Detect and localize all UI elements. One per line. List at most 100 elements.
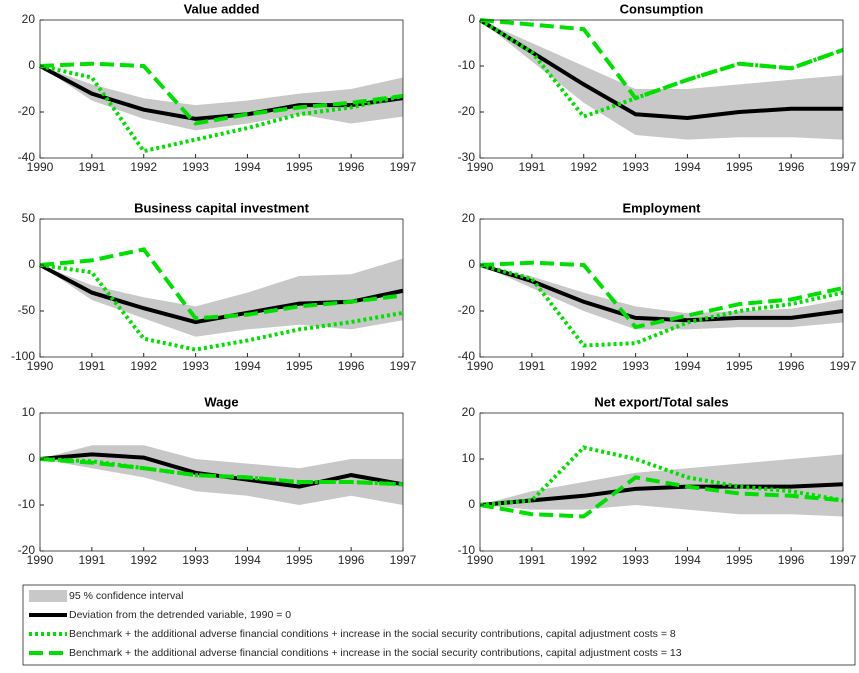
x-tick-label: 1990: [467, 553, 494, 567]
x-tick-label: 1991: [79, 359, 106, 373]
axes-box: [479, 218, 844, 358]
axes-box: [479, 19, 844, 159]
y-tick-label: -30: [458, 150, 476, 164]
y-tick-label: -20: [18, 104, 36, 118]
series-line: [479, 445, 844, 507]
x-tick-label: 1991: [519, 359, 546, 373]
series-line: [39, 457, 404, 487]
x-tick-label: 1993: [182, 160, 209, 174]
series-line: [479, 263, 844, 348]
y-tick-label: -10: [458, 58, 476, 72]
x-tick-label: 1991: [79, 553, 106, 567]
x-tick-label: 1995: [726, 359, 753, 373]
confidence-band: [40, 258, 403, 337]
x-tick-label: 1990: [27, 553, 54, 567]
x-tick-label: 1993: [182, 359, 209, 373]
y-tick-label: -20: [458, 104, 476, 118]
confidence-band: [480, 265, 843, 330]
x-tick-label: 1994: [234, 160, 261, 174]
x-tick-label: 1997: [830, 553, 857, 567]
axes-box: [479, 412, 844, 552]
legend-box: [22, 584, 856, 666]
y-tick-label: -50: [18, 303, 36, 317]
y-tick-label: 10: [462, 451, 476, 465]
y-tick-label: 0: [468, 12, 475, 26]
axes-box: [39, 412, 404, 552]
legend-label: Deviation from the detrended variable, 1…: [69, 609, 291, 621]
y-tick-label: 0: [28, 58, 35, 72]
legend-label: Benchmark + the additional adverse finan…: [69, 647, 682, 659]
series-line: [479, 18, 844, 101]
series-line: [479, 475, 844, 519]
series-line: [39, 61, 404, 126]
y-tick-label: -20: [458, 303, 476, 317]
x-tick-label: 1995: [726, 160, 753, 174]
y-tick-label: 0: [468, 257, 475, 271]
x-tick-label: 1997: [390, 359, 417, 373]
x-tick-label: 1990: [27, 359, 54, 373]
series-line: [478, 18, 844, 119]
y-tick-label: 50: [22, 211, 36, 225]
y-tick-label: 10: [22, 405, 36, 419]
x-tick-label: 1992: [130, 553, 157, 567]
x-tick-label: 1997: [390, 553, 417, 567]
series-line: [478, 18, 843, 120]
confidence-band: [40, 66, 403, 131]
series-line: [479, 482, 844, 507]
subplot-title: Wage: [204, 394, 238, 409]
subplot-title: Value added: [184, 1, 260, 16]
x-tick-label: 1992: [570, 160, 597, 174]
y-tick-label: -40: [18, 150, 36, 164]
legend-swatch: [29, 590, 67, 602]
series-line: [479, 260, 844, 330]
x-tick-label: 1993: [622, 160, 649, 174]
y-tick-label: -10: [18, 497, 36, 511]
x-tick-label: 1995: [286, 553, 313, 567]
x-tick-label: 1990: [467, 160, 494, 174]
x-tick-label: 1996: [778, 160, 805, 174]
y-tick-label: 20: [22, 12, 36, 26]
y-tick-label: 0: [468, 497, 475, 511]
x-tick-label: 1997: [830, 359, 857, 373]
axes-box: [39, 19, 404, 159]
x-tick-label: 1996: [778, 553, 805, 567]
x-tick-label: 1992: [130, 359, 157, 373]
x-tick-label: 1996: [338, 359, 365, 373]
x-tick-label: 1994: [234, 553, 261, 567]
y-tick-label: -10: [458, 543, 476, 557]
series-line: [39, 247, 404, 321]
x-tick-label: 1990: [27, 160, 54, 174]
x-tick-label: 1994: [674, 359, 701, 373]
x-tick-label: 1997: [390, 160, 417, 174]
subplot-title: Net export/Total sales: [594, 394, 728, 409]
x-tick-label: 1996: [338, 553, 365, 567]
y-tick-label: -20: [18, 543, 36, 557]
x-tick-label: 1992: [130, 160, 157, 174]
x-tick-label: 1997: [830, 160, 857, 174]
x-tick-label: 1995: [286, 359, 313, 373]
legend-label: 95 % confidence interval: [69, 590, 183, 602]
legend-label: Benchmark + the additional adverse finan…: [69, 628, 676, 640]
series-line: [39, 263, 404, 325]
x-tick-label: 1991: [519, 160, 546, 174]
confidence-band: [480, 454, 843, 517]
subplot-title: Business capital investment: [134, 200, 310, 215]
x-tick-label: 1994: [234, 359, 261, 373]
x-tick-label: 1991: [519, 553, 546, 567]
x-tick-label: 1995: [286, 160, 313, 174]
x-tick-label: 1990: [467, 359, 494, 373]
series-line: [479, 263, 844, 323]
y-tick-label: 0: [28, 257, 35, 271]
x-tick-label: 1994: [674, 553, 701, 567]
x-tick-label: 1996: [778, 359, 805, 373]
axes-box: [39, 218, 404, 358]
x-tick-label: 1994: [674, 160, 701, 174]
y-tick-label: 0: [28, 451, 35, 465]
y-tick-label: -100: [11, 349, 35, 363]
series-line: [39, 64, 404, 154]
y-tick-label: 20: [462, 405, 476, 419]
subplot-title: Consumption: [620, 1, 704, 16]
x-tick-label: 1992: [570, 553, 597, 567]
x-tick-label: 1993: [622, 553, 649, 567]
